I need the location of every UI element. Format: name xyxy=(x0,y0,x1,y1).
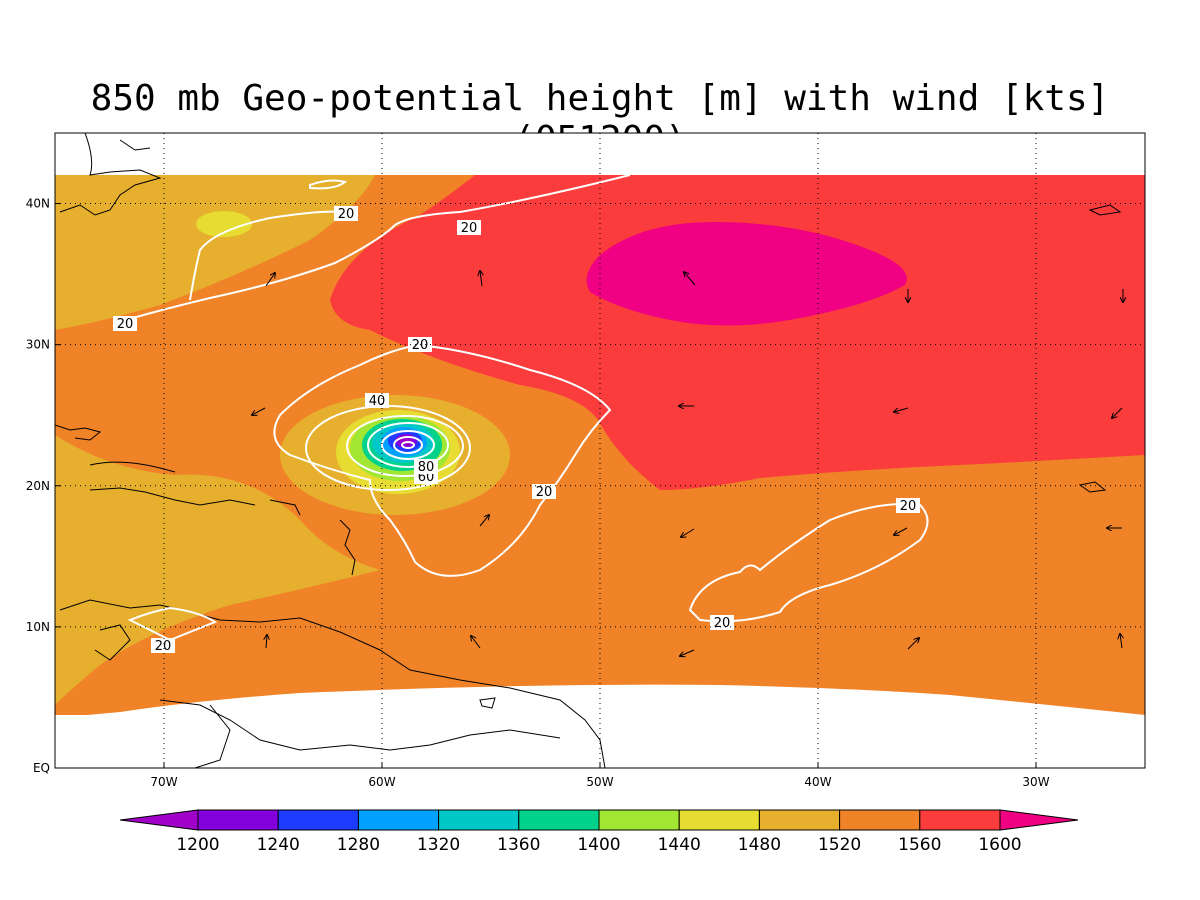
lon-tick-label: 60W xyxy=(368,775,395,789)
wind-contour-60 xyxy=(346,415,464,477)
svg-text:20: 20 xyxy=(117,317,134,332)
svg-text:20: 20 xyxy=(536,485,553,500)
wind-contour-label: 20 xyxy=(334,206,358,222)
colorbar-segment xyxy=(438,809,520,831)
wind-vectors xyxy=(252,271,1123,656)
wind-arrow xyxy=(684,272,696,286)
lon-tick-label: 50W xyxy=(586,775,613,789)
lat-tick-label: 20N xyxy=(26,479,50,493)
colorbar-segment xyxy=(518,809,600,831)
colorbar-label: 1560 xyxy=(898,835,941,855)
wind-contour-label: 20 xyxy=(457,220,481,236)
wind-arrow xyxy=(894,407,909,412)
colorbar-arrow-high xyxy=(999,809,1079,831)
wind-contour-label: 20 xyxy=(710,615,734,631)
wind-contour-labels: 20 20 20 20 20 20 20 20 40 60 80 xyxy=(113,206,920,654)
height-fill-1520-south xyxy=(55,435,380,705)
wind-arrow xyxy=(680,649,695,656)
wind-contour-label: 20 xyxy=(113,316,137,332)
wind-arrow xyxy=(471,636,481,649)
svg-text:20: 20 xyxy=(412,338,429,353)
wind-arrow xyxy=(907,638,919,650)
svg-text:20: 20 xyxy=(461,221,478,236)
wind-contour-label: 20 xyxy=(532,484,556,500)
wind-contour-label: 20 xyxy=(151,638,175,654)
svg-text:40: 40 xyxy=(369,394,386,409)
wind-contour-20-north xyxy=(114,174,631,324)
colorbar-segment xyxy=(839,809,921,831)
colorbar-segment xyxy=(678,809,760,831)
wind-contour-20-east xyxy=(688,503,929,623)
wind-contour-20-sw xyxy=(127,606,218,642)
wind-arrow xyxy=(479,515,489,527)
colorbar-segment xyxy=(598,809,680,831)
colorbar-label: 1360 xyxy=(497,835,540,855)
wind-arrow xyxy=(894,527,908,535)
wind-arrow xyxy=(266,635,267,649)
lat-tick-label: 40N xyxy=(26,197,50,211)
wind-arrow xyxy=(1112,407,1123,418)
height-fill-1480-patch xyxy=(196,211,252,237)
colorbar-label: 1440 xyxy=(658,835,701,855)
svg-text:20: 20 xyxy=(155,639,172,654)
colorbar-segment xyxy=(197,809,279,831)
colorbar-label: 1480 xyxy=(738,835,781,855)
colorbar-segment xyxy=(277,809,359,831)
colorbar-label: 1520 xyxy=(818,835,861,855)
map-frame xyxy=(54,132,1146,769)
lat-tick-label: 10N xyxy=(26,620,50,634)
svg-text:80: 80 xyxy=(418,460,435,475)
lat-tick-label: EQ xyxy=(33,761,50,775)
wind-arrow xyxy=(265,273,275,287)
wind-arrow xyxy=(480,271,482,287)
lon-tick-label: 30W xyxy=(1022,775,1049,789)
wind-contour-label: 40 xyxy=(365,393,389,409)
hurricane-low xyxy=(280,395,510,515)
wind-contour-label: 20 xyxy=(896,498,920,514)
lon-tick-label: 70W xyxy=(150,775,177,789)
height-fill-1640 xyxy=(586,222,907,326)
colorbar-segment xyxy=(758,809,841,831)
map-gridlines xyxy=(55,133,1145,768)
svg-text:20: 20 xyxy=(338,207,355,222)
colorbar-label: 1240 xyxy=(257,835,300,855)
svg-text:20: 20 xyxy=(900,499,917,514)
colorbar-label: 1200 xyxy=(176,835,219,855)
map-axes: 70W 60W 50W 40W 30W 40N 30N 20N 10N EQ xyxy=(26,197,1050,789)
colorbar-label: 1400 xyxy=(577,835,620,855)
colorbar: 1200 1240 1280 1320 1360 1400 1440 1480 1520 1560… xyxy=(119,809,1079,855)
height-fill-1600 xyxy=(330,175,1145,490)
svg-text:20: 20 xyxy=(714,616,731,631)
lon-tick-label: 40W xyxy=(804,775,831,789)
colorbar-arrow-low xyxy=(119,809,199,831)
wind-arrow xyxy=(681,528,695,537)
wind-contour-20-small xyxy=(309,179,348,190)
coastlines xyxy=(55,133,1122,768)
wind-arrow xyxy=(252,407,266,415)
wind-contour-20-ring xyxy=(273,343,612,577)
colorbar-label: 1280 xyxy=(337,835,380,855)
wind-contour-label: 80 xyxy=(414,459,438,475)
colorbar-segment xyxy=(357,809,440,831)
lat-tick-label: 30N xyxy=(26,338,50,352)
colorbar-label: 1320 xyxy=(417,835,460,855)
wind-arrow xyxy=(1120,634,1122,649)
wind-contour-20-nw xyxy=(189,210,346,301)
colorbar-label: 1600 xyxy=(978,835,1021,855)
colorbar-segment xyxy=(919,809,1001,831)
